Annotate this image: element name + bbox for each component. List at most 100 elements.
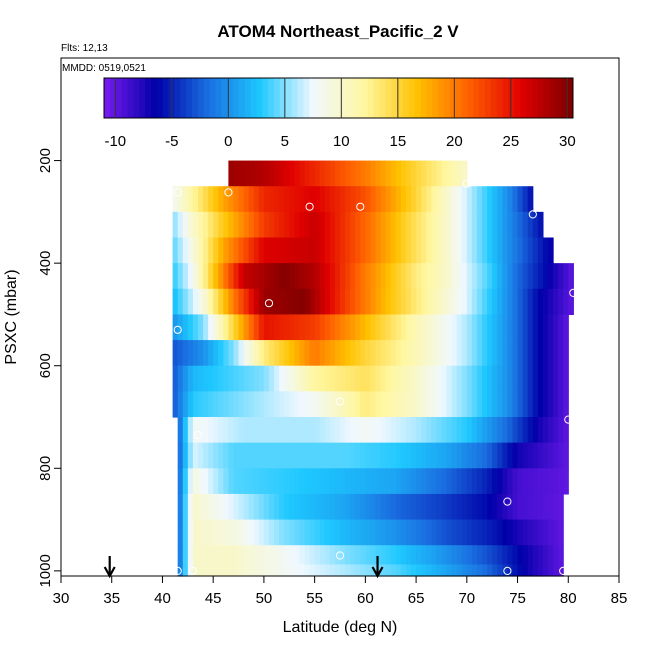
heatmap-cell (345, 493, 351, 521)
colorbar-segment (197, 78, 205, 118)
heatmap-cell (258, 564, 265, 577)
heatmap-cell (411, 237, 417, 264)
heatmap-cell (532, 365, 539, 392)
heatmap-cell (258, 493, 265, 521)
heatmap-cell (471, 288, 478, 316)
heatmap-cell (340, 493, 346, 521)
x-tick-label: 35 (103, 590, 120, 607)
heatmap-cell (451, 545, 458, 566)
heatmap-cell (284, 545, 290, 566)
heatmap-cell (400, 314, 407, 341)
heatmap-cell (263, 186, 270, 213)
heatmap-cell (279, 493, 285, 521)
heatmap-cell (340, 519, 346, 546)
heatmap-cell (492, 237, 498, 264)
heatmap-cell (492, 442, 498, 469)
sample-marker (224, 188, 233, 197)
heatmap-cell (400, 564, 407, 577)
heatmap-cell (441, 365, 448, 392)
heatmap-cell (350, 545, 356, 566)
heatmap-cell (314, 391, 321, 418)
heatmap-cell (228, 468, 235, 495)
heatmap-cell (304, 160, 311, 187)
sample-marker (503, 566, 512, 576)
heatmap-cell (233, 211, 240, 239)
colorbar (103, 77, 574, 119)
heatmap-cell (182, 186, 189, 213)
heatmap-cell (365, 186, 372, 213)
heatmap-cell (203, 365, 209, 392)
heatmap-cell (299, 288, 306, 316)
heatmap-cell (268, 160, 275, 187)
heatmap-cell (405, 263, 412, 290)
heatmap-cell (218, 442, 224, 469)
heatmap-cell (355, 237, 361, 264)
heatmap-cell (380, 519, 387, 546)
x-tick-label: 85 (611, 590, 628, 607)
heatmap-cell (492, 211, 498, 239)
heatmap-cell (542, 340, 549, 367)
sample-marker (173, 325, 182, 334)
heatmap-cell (329, 211, 336, 239)
heatmap-cell (487, 442, 493, 469)
heatmap-cell (304, 468, 311, 495)
heatmap-cell (253, 340, 260, 367)
heatmap-cell (492, 391, 498, 418)
heatmap-cell (350, 160, 356, 187)
heatmap-cell (446, 365, 453, 392)
heatmap-cell (365, 160, 372, 187)
heatmap-cell (238, 186, 245, 213)
heatmap-cell (329, 519, 336, 546)
heatmap-cell (263, 468, 270, 495)
heatmap-cell (476, 442, 483, 469)
heatmap-cell (263, 545, 270, 566)
heatmap-cell (197, 211, 204, 239)
heatmap-cell (299, 340, 306, 367)
heatmap-cell (319, 442, 326, 469)
heatmap-cell (279, 211, 285, 239)
heatmap-cell (182, 211, 189, 239)
heatmap-cell (248, 186, 255, 213)
heatmap-cell (482, 314, 488, 341)
heatmap-cell (350, 417, 356, 444)
heatmap-cell (563, 468, 569, 495)
heatmap-cell (192, 468, 199, 495)
heatmap-cell (563, 365, 569, 392)
heatmap-cell (203, 340, 209, 367)
heatmap-cell (248, 365, 255, 392)
heatmap-cell (553, 468, 559, 495)
heatmap-cell (233, 468, 240, 495)
colorbar-segment (397, 78, 404, 118)
heatmap-cell (497, 519, 503, 546)
heatmap-cell (289, 288, 295, 316)
heatmap-cell (223, 493, 229, 521)
heatmap-cell (223, 288, 229, 316)
heatmap-cell (243, 442, 250, 469)
heatmap-cell (203, 263, 209, 290)
heatmap-cell (238, 391, 245, 418)
heatmap-cell (340, 468, 346, 495)
heatmap-cell (563, 314, 569, 341)
heatmap-cell (360, 160, 366, 187)
heatmap-cell (385, 263, 392, 290)
heatmap-cell (471, 417, 478, 444)
heatmap-cell (416, 186, 422, 213)
heatmap-cell (208, 442, 214, 469)
heatmap-cell (324, 186, 331, 213)
heatmap-cell (192, 340, 199, 367)
heatmap-cell (243, 493, 250, 521)
heatmap-cell (451, 365, 458, 392)
heatmap-cell (324, 564, 331, 577)
heatmap-cell (197, 340, 204, 367)
heatmap-cell (177, 211, 184, 239)
heatmap-cell (182, 493, 189, 521)
heatmap-cell (553, 391, 559, 418)
heatmap-cell (451, 186, 458, 213)
heatmap-cell (334, 564, 341, 577)
heatmap-cell (360, 314, 366, 341)
heatmap-cell (355, 288, 361, 316)
heatmap-cell (385, 391, 392, 418)
heatmap-cell (517, 237, 524, 264)
heatmap-cell (248, 468, 255, 495)
heatmap-cell (182, 564, 189, 577)
